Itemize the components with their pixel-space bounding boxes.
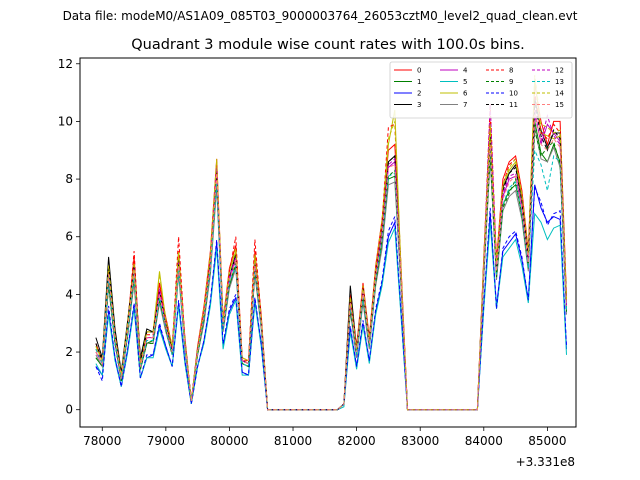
legend-label-15: 15 [555, 101, 564, 109]
x-axis: 78000 79000 80000 81000 82000 83000 84000 85000 [83, 427, 566, 448]
x-tick-label: 78000 [83, 434, 121, 448]
legend-label-2: 2 [417, 90, 421, 98]
legend-label-12: 12 [555, 67, 564, 75]
legend-label-13: 13 [555, 78, 564, 86]
legend-label-8: 8 [509, 67, 513, 75]
x-tick-label: 79000 [147, 434, 185, 448]
x-tick-label: 84000 [465, 434, 503, 448]
legend-label-5: 5 [463, 78, 467, 86]
legend-label-11: 11 [509, 101, 518, 109]
chart-title: Quadrant 3 module wise count rates with … [131, 37, 525, 53]
x-tick-label: 80000 [210, 434, 248, 448]
legend-label-14: 14 [555, 90, 564, 98]
series-line-10 [95, 187, 567, 411]
legend-label-7: 7 [463, 101, 467, 109]
legend-label-3: 3 [417, 101, 421, 109]
legend-label-9: 9 [509, 78, 513, 86]
series-line-14 [95, 75, 567, 411]
y-tick-label: 12 [58, 57, 73, 71]
x-tick-label: 85000 [528, 434, 566, 448]
series-line-15 [95, 109, 567, 411]
plot-frame [79, 57, 577, 428]
y-tick-label: 6 [65, 230, 73, 244]
legend-label-4: 4 [463, 67, 468, 75]
x-tick-label: 82000 [338, 434, 376, 448]
y-tick-label: 10 [58, 114, 73, 128]
x-tick-label: 83000 [401, 434, 439, 448]
legend-label-6: 6 [463, 90, 468, 98]
y-tick-label: 2 [65, 345, 73, 359]
series-line-13 [95, 150, 567, 411]
legend-box [389, 61, 573, 119]
suptitle: Data file: modeM0/AS1A09_085T03_90000037… [63, 9, 578, 23]
x-tick-label: 81000 [274, 434, 312, 448]
y-tick-label: 8 [65, 172, 73, 186]
legend-label-10: 10 [509, 90, 518, 98]
y-axis: 0 2 4 6 8 10 12 [58, 57, 80, 417]
x-offset-label: +3.331e8 [516, 455, 575, 469]
legend-label-0: 0 [417, 67, 421, 75]
series-lines [95, 75, 567, 411]
y-tick-label: 4 [65, 287, 73, 301]
legend-label-1: 1 [417, 78, 421, 86]
y-tick-label: 0 [65, 403, 73, 417]
